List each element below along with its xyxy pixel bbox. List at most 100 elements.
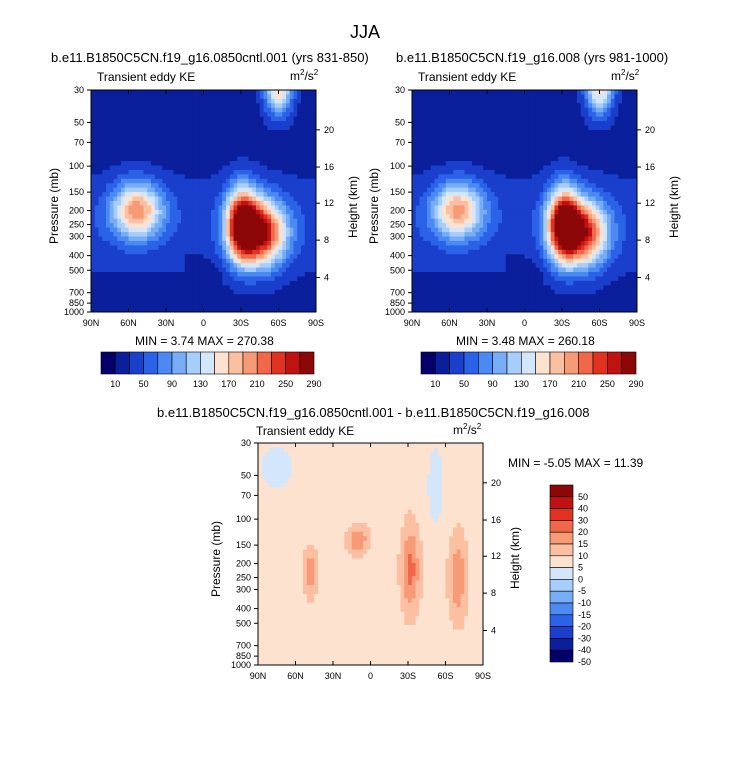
panel2-cell [633, 174, 638, 180]
panel2-cell [483, 227, 488, 233]
panel1-cell [173, 143, 178, 149]
panel2-cell [460, 147, 465, 153]
panel2-cell [528, 107, 533, 113]
panel1-cell [98, 258, 103, 264]
panel2-cell [539, 138, 544, 144]
panel1-cell [289, 294, 294, 300]
panel2-cell [592, 214, 597, 220]
panel1-cell [184, 192, 189, 197]
panel2-cell [599, 103, 604, 109]
panel2-cell [415, 196, 420, 202]
panel2-cell [588, 201, 593, 206]
panel1-cell [252, 129, 257, 135]
panel2-cell [592, 156, 597, 162]
panel1-cell [211, 263, 216, 268]
panel1-cell [259, 218, 264, 224]
panel1-cell [136, 103, 141, 109]
panel1-cell [166, 107, 171, 113]
panel1-cell [241, 289, 246, 295]
panel2-cell [468, 143, 473, 149]
panel2-cell [633, 112, 638, 118]
panel1-cell [151, 263, 156, 268]
panel2-cell [505, 187, 510, 193]
panel1-cell [271, 147, 276, 153]
panel1-cell [301, 134, 306, 140]
panel1-cell [177, 205, 182, 211]
panel2-cell [460, 134, 465, 140]
panel1-cell [241, 161, 246, 166]
panel2-cell [468, 201, 473, 206]
panel2-cell [517, 165, 522, 171]
panel1-cell [117, 187, 122, 193]
panel2-cell [607, 156, 612, 162]
panel2-cell [457, 112, 462, 118]
panel2-cell [442, 107, 447, 113]
panel1-cell [297, 245, 302, 251]
panel1-cell [211, 174, 216, 180]
panel2-cell [490, 156, 495, 162]
panel1-cell [113, 165, 118, 171]
panel1-cell [143, 178, 148, 184]
panel1-cell [293, 201, 298, 206]
panel2-cell [498, 187, 503, 193]
panel1-cell [117, 307, 122, 313]
panel1-cell [259, 98, 264, 104]
panel1-cell [128, 280, 133, 286]
panel2-cell [524, 227, 529, 233]
panel2-cell [599, 94, 604, 100]
panel1-cell [267, 240, 272, 246]
panel2-cell [565, 125, 570, 131]
panel1-cell [312, 232, 317, 237]
panel1-cell [132, 116, 137, 122]
panel2-cell [629, 98, 634, 104]
panel2-cell [490, 152, 495, 157]
panel2-cell [595, 178, 600, 184]
panel1-cell [308, 254, 313, 260]
panel3-left-label: Transient eddy KE [256, 424, 355, 438]
panel2-cell [419, 125, 424, 131]
panel2-cell [502, 112, 507, 118]
panel1-cell [166, 272, 171, 277]
panel1-cell [132, 183, 137, 189]
panel1-cell [188, 192, 193, 197]
panel2-cell [565, 134, 570, 140]
panel1-cell [286, 254, 291, 260]
panel2-cell [419, 161, 424, 166]
panel1-cell [267, 187, 272, 193]
panel2-cell [412, 129, 417, 135]
panel1-cell [244, 227, 249, 233]
panel2-cell [592, 227, 597, 233]
panel2-cell [517, 223, 522, 229]
panel1-cell [188, 294, 193, 300]
panel2-cell [550, 103, 555, 109]
panel2-cell [415, 112, 420, 118]
panel1-cell [214, 165, 219, 171]
panel1-cell [222, 258, 227, 264]
panel1-cell [166, 249, 171, 255]
panel1-cell [214, 294, 219, 300]
panel1-cell [121, 227, 126, 233]
panel2-cell [580, 156, 585, 162]
panel1-cell [117, 134, 122, 140]
panel2-cell [509, 218, 514, 224]
panel1-cell [274, 205, 279, 211]
panel1-cell [188, 245, 193, 251]
panel1-cell [169, 121, 174, 126]
panel2-cell [562, 227, 567, 233]
panel1-cell [274, 169, 279, 175]
panel1-cell [289, 134, 294, 140]
panel2-cell [453, 138, 458, 144]
panel2-cell [547, 125, 552, 131]
panel2-cell [505, 98, 510, 104]
panel1-cell [169, 134, 174, 140]
panel1-cell [199, 169, 204, 175]
panel1-cell [188, 129, 193, 135]
panel2-cell [622, 152, 627, 157]
panel1-cell [162, 303, 167, 308]
panel1-cell [293, 223, 298, 229]
panel1-cell [211, 285, 216, 291]
panel2-cell [449, 178, 454, 184]
panel1-cell [241, 107, 246, 113]
panel1-cell [128, 112, 133, 118]
panel1-cell [301, 285, 306, 291]
